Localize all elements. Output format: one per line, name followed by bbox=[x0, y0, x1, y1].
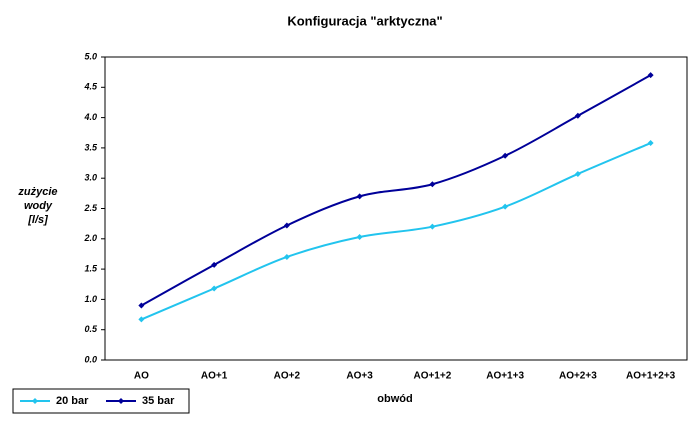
legend-marker bbox=[118, 398, 124, 404]
y-tick-label: 2.0 bbox=[83, 233, 97, 243]
data-point bbox=[647, 140, 654, 147]
y-tick-label: 4.0 bbox=[83, 112, 97, 122]
data-point bbox=[429, 181, 436, 188]
y-tick-label: 1.5 bbox=[84, 263, 98, 273]
data-point bbox=[356, 233, 363, 240]
series-line bbox=[140, 74, 652, 307]
data-point bbox=[138, 302, 145, 309]
x-tick-label: AO+1+3 bbox=[486, 371, 524, 382]
data-point bbox=[138, 316, 145, 323]
x-tick-label: AO+3 bbox=[346, 371, 373, 382]
data-point bbox=[211, 261, 218, 268]
data-point bbox=[502, 152, 509, 159]
data-point bbox=[574, 170, 581, 177]
data-point bbox=[211, 285, 218, 292]
data-point bbox=[429, 223, 436, 230]
y-axis-label: wody bbox=[24, 200, 53, 212]
data-point bbox=[283, 253, 290, 260]
y-tick-label: 1.0 bbox=[84, 294, 97, 304]
x-tick-label: AO+2+3 bbox=[559, 371, 597, 382]
y-tick-label: 0.5 bbox=[84, 324, 98, 334]
x-tick-label: AO+1 bbox=[201, 371, 228, 382]
y-tick-label: 3.5 bbox=[84, 142, 98, 152]
x-tick-label: AO+2 bbox=[274, 371, 301, 382]
y-tick-label: 0.0 bbox=[84, 354, 97, 364]
y-tick-label: 4.5 bbox=[83, 82, 98, 92]
data-point bbox=[647, 72, 654, 79]
y-tick-label: 2.5 bbox=[83, 203, 98, 213]
legend-marker bbox=[32, 398, 38, 404]
series-line bbox=[140, 142, 652, 321]
y-tick-label: 5.0 bbox=[84, 51, 97, 61]
x-tick-label: AO+1+2+3 bbox=[626, 371, 676, 382]
plot-frame bbox=[104, 56, 688, 361]
y-tick-label: 3.0 bbox=[84, 173, 97, 183]
legend-label: 35 bar bbox=[142, 395, 175, 407]
data-point bbox=[356, 193, 363, 200]
data-point bbox=[283, 222, 290, 229]
chart-title: Konfiguracja "arktyczna" bbox=[287, 13, 442, 28]
data-point bbox=[502, 203, 509, 210]
x-axis-label: obwód bbox=[377, 393, 412, 405]
x-tick-label: AO bbox=[134, 371, 149, 382]
data-point bbox=[574, 112, 581, 119]
legend-label: 20 bar bbox=[56, 395, 89, 407]
y-axis-label: zużycie bbox=[17, 186, 57, 198]
y-axis-label: [l/s] bbox=[27, 214, 48, 226]
x-tick-label: AO+1+2 bbox=[413, 371, 451, 382]
